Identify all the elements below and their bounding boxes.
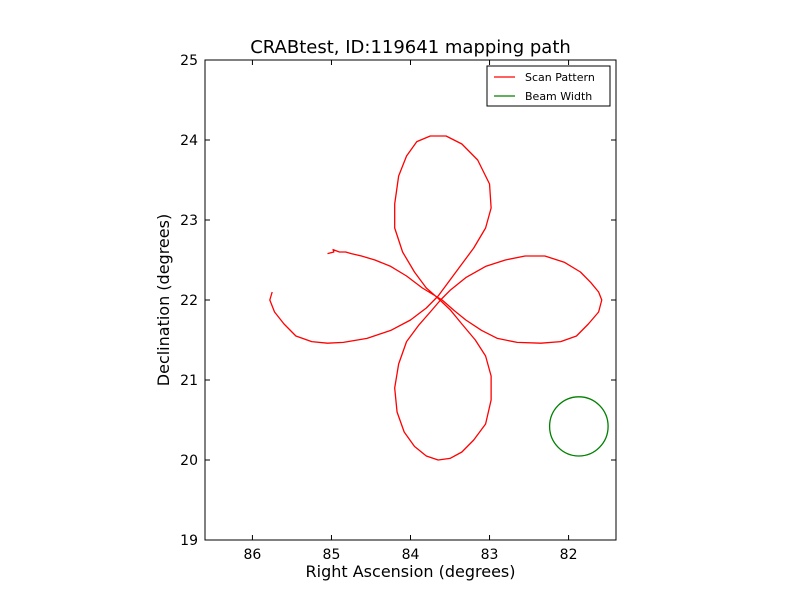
x-tick-label: 85 (323, 547, 341, 563)
legend-label-scan-pattern: Scan Pattern (525, 71, 595, 84)
x-tick-label: 83 (481, 547, 499, 563)
y-tick-label: 19 (180, 533, 198, 549)
chart-title: CRABtest, ID:119641 mapping path (250, 37, 571, 58)
scan-pattern-line (269, 135, 603, 461)
legend: Scan Pattern Beam Width (486, 65, 611, 107)
ticks-layer: 86 85 84 83 82 19 20 21 22 23 24 25 (180, 53, 616, 563)
legend-label-beam-width: Beam Width (525, 90, 592, 103)
y-tick-label: 25 (180, 53, 198, 69)
y-tick-label: 22 (180, 293, 198, 309)
y-tick-label: 23 (180, 213, 198, 229)
y-axis-label: Declination (degrees) (154, 214, 173, 386)
y-tick-label: 20 (180, 453, 198, 469)
x-tick-label: 82 (560, 547, 578, 563)
x-axis-label: Right Ascension (degrees) (306, 562, 516, 581)
legend-box (486, 65, 611, 107)
series-layer (269, 135, 609, 461)
x-tick-label: 84 (402, 547, 420, 563)
x-tick-label: 86 (244, 547, 262, 563)
beam-width-circle (548, 396, 609, 457)
y-tick-label: 21 (180, 373, 198, 389)
y-tick-label: 24 (180, 133, 198, 149)
